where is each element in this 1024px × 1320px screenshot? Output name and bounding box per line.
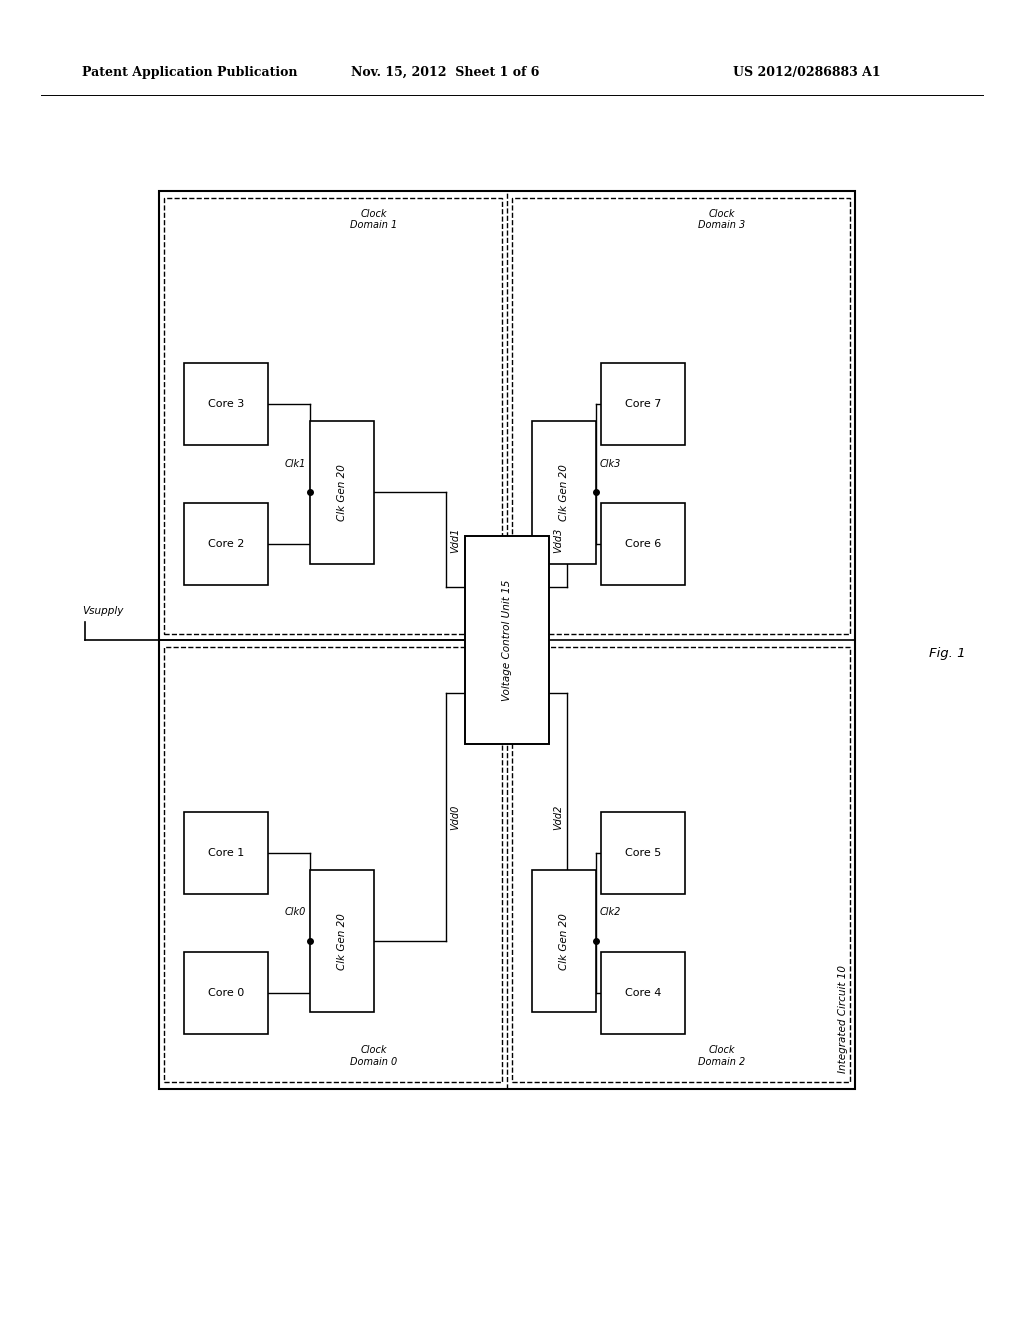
Text: Fig. 1: Fig. 1 bbox=[929, 647, 966, 660]
Text: Clk Gen 20: Clk Gen 20 bbox=[337, 463, 347, 521]
Bar bbox=[532, 421, 596, 564]
Bar bbox=[164, 198, 502, 634]
Text: Vdd2: Vdd2 bbox=[553, 804, 563, 830]
Bar bbox=[310, 870, 374, 1012]
Bar bbox=[512, 647, 850, 1082]
Bar bbox=[184, 503, 268, 585]
Text: Clk1: Clk1 bbox=[285, 458, 306, 469]
Text: Clock
Domain 0: Clock Domain 0 bbox=[350, 1045, 397, 1067]
Text: Core 7: Core 7 bbox=[625, 399, 662, 409]
Bar bbox=[465, 536, 549, 744]
Bar bbox=[184, 363, 268, 445]
Bar bbox=[184, 812, 268, 894]
Bar bbox=[601, 812, 685, 894]
Text: Core 4: Core 4 bbox=[625, 987, 662, 998]
Text: Clk2: Clk2 bbox=[600, 907, 622, 917]
Text: Clk Gen 20: Clk Gen 20 bbox=[559, 463, 569, 521]
Bar bbox=[512, 198, 850, 634]
Text: Nov. 15, 2012  Sheet 1 of 6: Nov. 15, 2012 Sheet 1 of 6 bbox=[351, 66, 540, 79]
Text: Core 1: Core 1 bbox=[208, 847, 245, 858]
Text: Core 0: Core 0 bbox=[208, 987, 245, 998]
Text: Vdd1: Vdd1 bbox=[451, 527, 461, 553]
Text: Clk0: Clk0 bbox=[285, 907, 306, 917]
Bar bbox=[184, 952, 268, 1034]
Bar bbox=[532, 870, 596, 1012]
Text: Core 2: Core 2 bbox=[208, 539, 245, 549]
Text: Core 3: Core 3 bbox=[208, 399, 245, 409]
Text: Vdd3: Vdd3 bbox=[553, 527, 563, 553]
Text: Core 6: Core 6 bbox=[625, 539, 662, 549]
Text: Clk3: Clk3 bbox=[600, 458, 622, 469]
Text: Vsupply: Vsupply bbox=[82, 606, 123, 616]
Text: Patent Application Publication: Patent Application Publication bbox=[82, 66, 297, 79]
Text: Clk Gen 20: Clk Gen 20 bbox=[559, 912, 569, 970]
Bar bbox=[601, 363, 685, 445]
Text: Clock
Domain 3: Clock Domain 3 bbox=[698, 209, 745, 230]
Bar bbox=[310, 421, 374, 564]
Bar bbox=[164, 647, 502, 1082]
Text: Clock
Domain 2: Clock Domain 2 bbox=[698, 1045, 745, 1067]
Text: Clock
Domain 1: Clock Domain 1 bbox=[350, 209, 397, 230]
Bar bbox=[601, 503, 685, 585]
Text: Voltage Control Unit 15: Voltage Control Unit 15 bbox=[502, 579, 512, 701]
Text: Core 5: Core 5 bbox=[625, 847, 662, 858]
Bar bbox=[159, 191, 855, 1089]
Text: US 2012/0286883 A1: US 2012/0286883 A1 bbox=[733, 66, 881, 79]
Bar bbox=[601, 952, 685, 1034]
Text: Vdd0: Vdd0 bbox=[451, 804, 461, 830]
Text: Integrated Circuit 10: Integrated Circuit 10 bbox=[838, 965, 848, 1073]
Text: Clk Gen 20: Clk Gen 20 bbox=[337, 912, 347, 970]
